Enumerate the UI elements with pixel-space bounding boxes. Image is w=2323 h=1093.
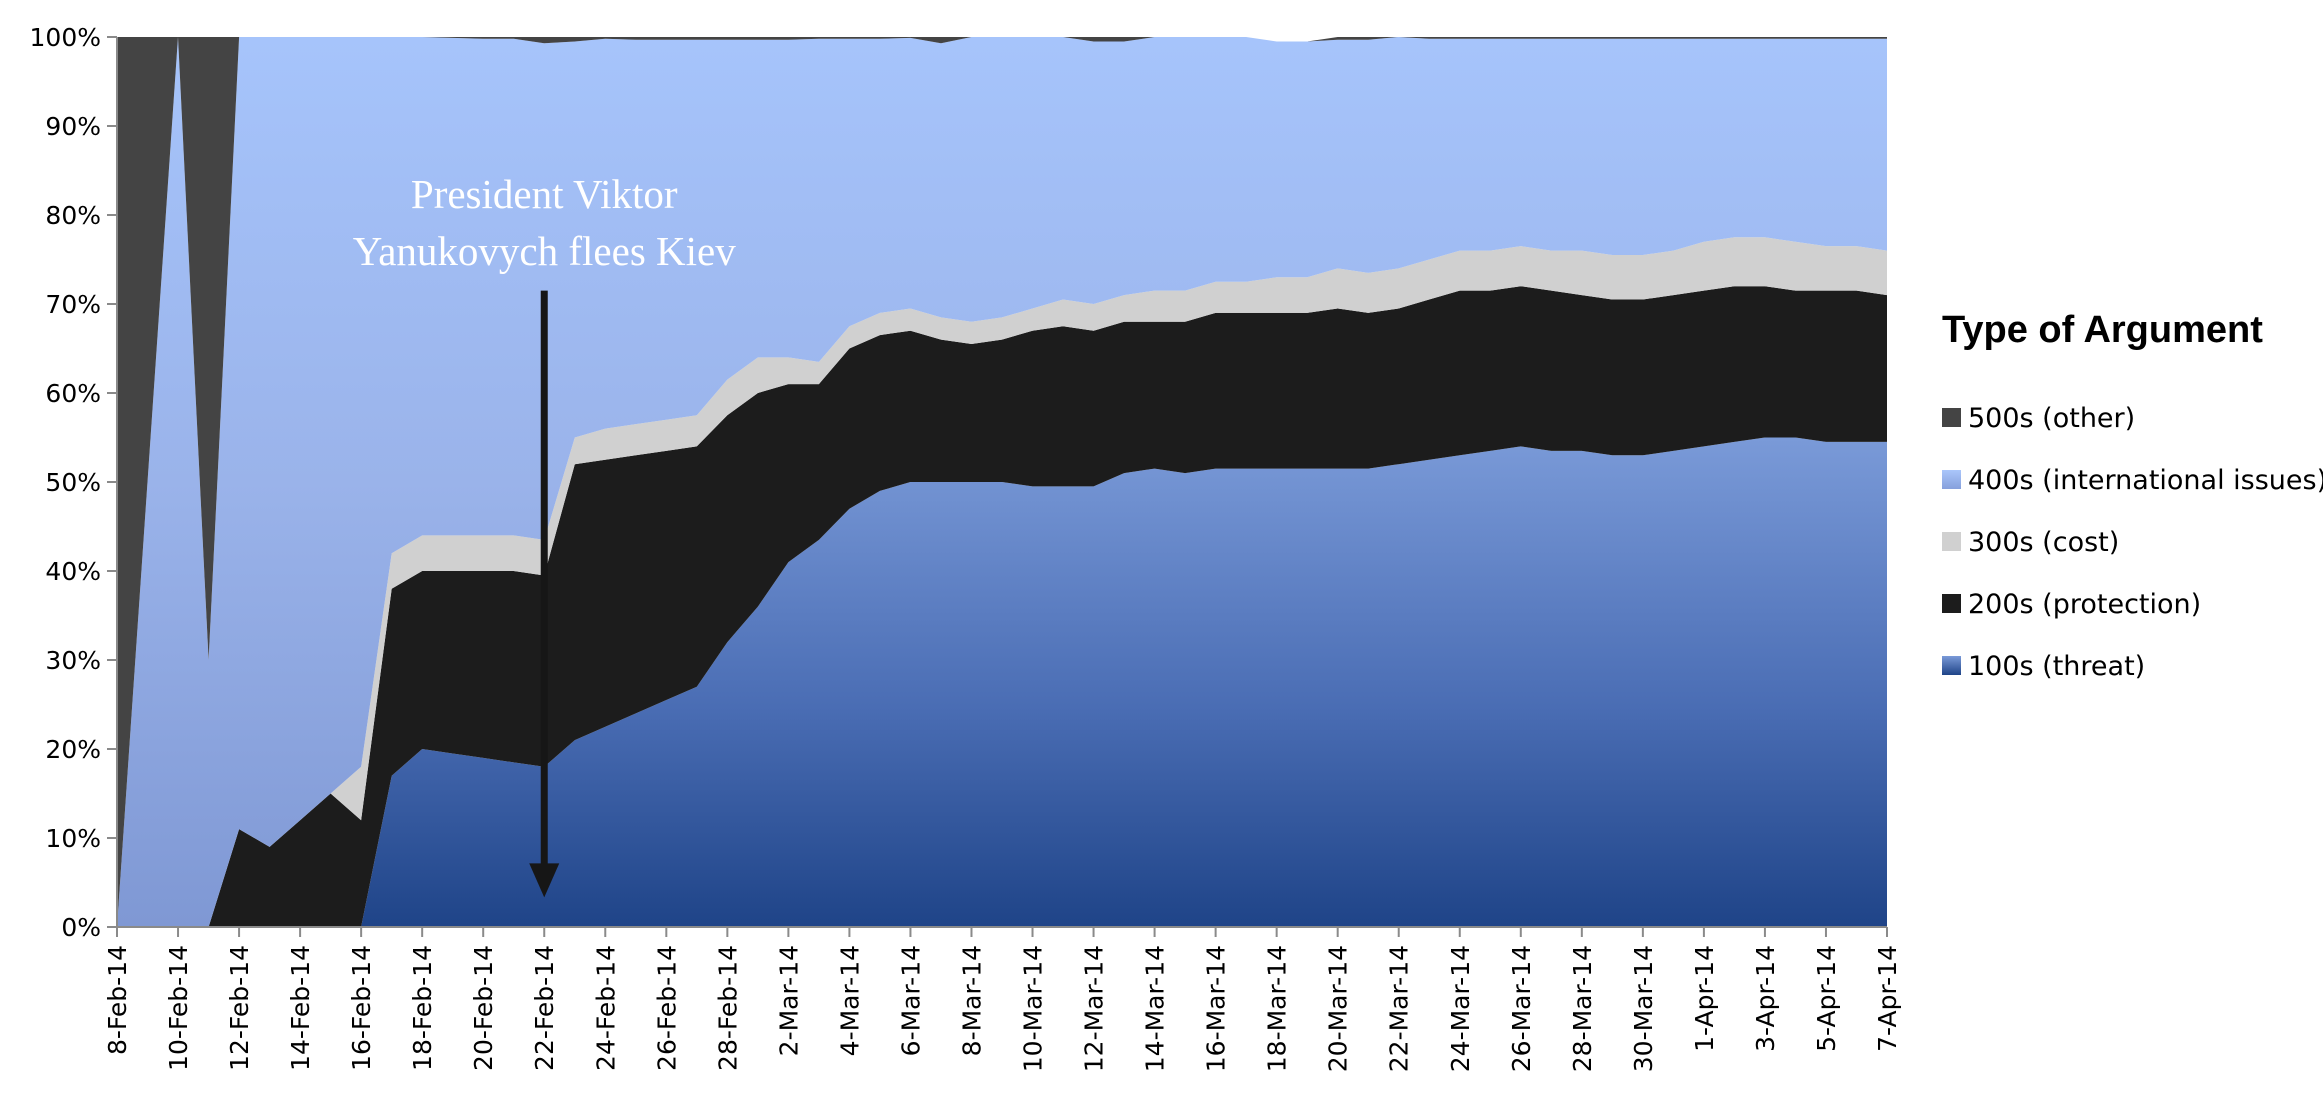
y-tick-label: 80% (45, 201, 101, 230)
legend-label: 500s (other) (1968, 403, 2135, 434)
x-tick-label: 14-Mar-14 (1141, 945, 1170, 1072)
annotation-text: Yanukovych flees Kiev (353, 228, 736, 274)
y-tick-label: 100% (30, 23, 101, 52)
x-tick-label: 1-Apr-14 (1690, 945, 1719, 1052)
legend-label: 400s (international issues) (1968, 465, 2323, 496)
legend-swatch (1942, 470, 1961, 489)
areas-layer (117, 37, 1887, 928)
annotation-text: President Viktor (411, 171, 678, 217)
legend-label: 300s (cost) (1968, 527, 2119, 558)
x-tick-label: 20-Feb-14 (469, 945, 498, 1071)
x-tick-label: 8-Mar-14 (958, 945, 987, 1056)
y-tick-label: 10% (45, 824, 101, 853)
axes-layer: 0% 10% 20% 30% 40% 50% 60% 70% 80% 90% 100% 8-Feb-1… (30, 23, 1902, 1072)
x-tick-label: 12-Mar-14 (1080, 945, 1109, 1072)
x-tick-label: 16-Feb-14 (347, 945, 376, 1071)
y-tick-label: 60% (45, 379, 101, 408)
y-tick-label: 70% (45, 290, 101, 319)
y-tick-label: 50% (45, 468, 101, 497)
legend-swatch (1942, 656, 1961, 675)
x-tick-label: 26-Feb-14 (652, 945, 681, 1071)
y-tick-label: 90% (45, 112, 101, 141)
annotation-arrow-head (529, 863, 560, 898)
annotation-layer: President Viktor Yanukovych flees Kiev (353, 171, 736, 898)
x-tick-label: 24-Mar-14 (1446, 945, 1475, 1072)
x-tick-label: 7-Apr-14 (1873, 945, 1902, 1052)
y-tick-label: 40% (45, 557, 101, 586)
y-tick-label: 20% (45, 735, 101, 764)
x-tick-label: 3-Apr-14 (1751, 945, 1780, 1052)
x-tick-label: 14-Feb-14 (286, 945, 315, 1071)
x-tick-label: 20-Mar-14 (1324, 945, 1353, 1072)
x-tick-label: 18-Feb-14 (408, 945, 437, 1071)
legend-label: 200s (protection) (1968, 589, 2201, 620)
legend-label: 100s (threat) (1968, 651, 2145, 682)
x-tick-label: 28-Feb-14 (713, 945, 742, 1071)
y-tick-label: 30% (45, 646, 101, 675)
legend: Type of Argument 500s (other) 400s (intern… (1942, 309, 2323, 682)
x-tick-label: 8-Feb-14 (103, 945, 132, 1055)
x-tick-label: 6-Mar-14 (896, 945, 925, 1056)
x-tick-label: 22-Mar-14 (1385, 945, 1414, 1072)
x-tick-label: 16-Mar-14 (1202, 945, 1231, 1072)
x-tick-label: 10-Mar-14 (1019, 945, 1048, 1072)
legend-title: Type of Argument (1942, 309, 2263, 351)
x-tick-label: 4-Mar-14 (835, 945, 864, 1056)
area-series-400s (117, 37, 1887, 927)
x-tick-label: 24-Feb-14 (591, 945, 620, 1071)
area-series-200s (117, 286, 1887, 927)
legend-swatch (1942, 408, 1961, 427)
x-tick-label: 5-Apr-14 (1812, 945, 1841, 1052)
x-tick-label: 12-Feb-14 (225, 945, 254, 1071)
x-tick-label: 30-Mar-14 (1629, 945, 1658, 1072)
x-tick-label: 18-Mar-14 (1263, 945, 1292, 1072)
x-tick-label: 10-Feb-14 (164, 945, 193, 1071)
x-tick-label: 2-Mar-14 (774, 945, 803, 1056)
x-tick-label: 22-Feb-14 (530, 945, 559, 1071)
area-series-100s (117, 437, 1887, 927)
x-tick-label: 26-Mar-14 (1507, 945, 1536, 1072)
x-tick-label: 28-Mar-14 (1568, 945, 1597, 1072)
y-tick-label: 0% (61, 913, 101, 942)
legend-swatch (1942, 594, 1961, 613)
legend-swatch (1942, 532, 1961, 551)
